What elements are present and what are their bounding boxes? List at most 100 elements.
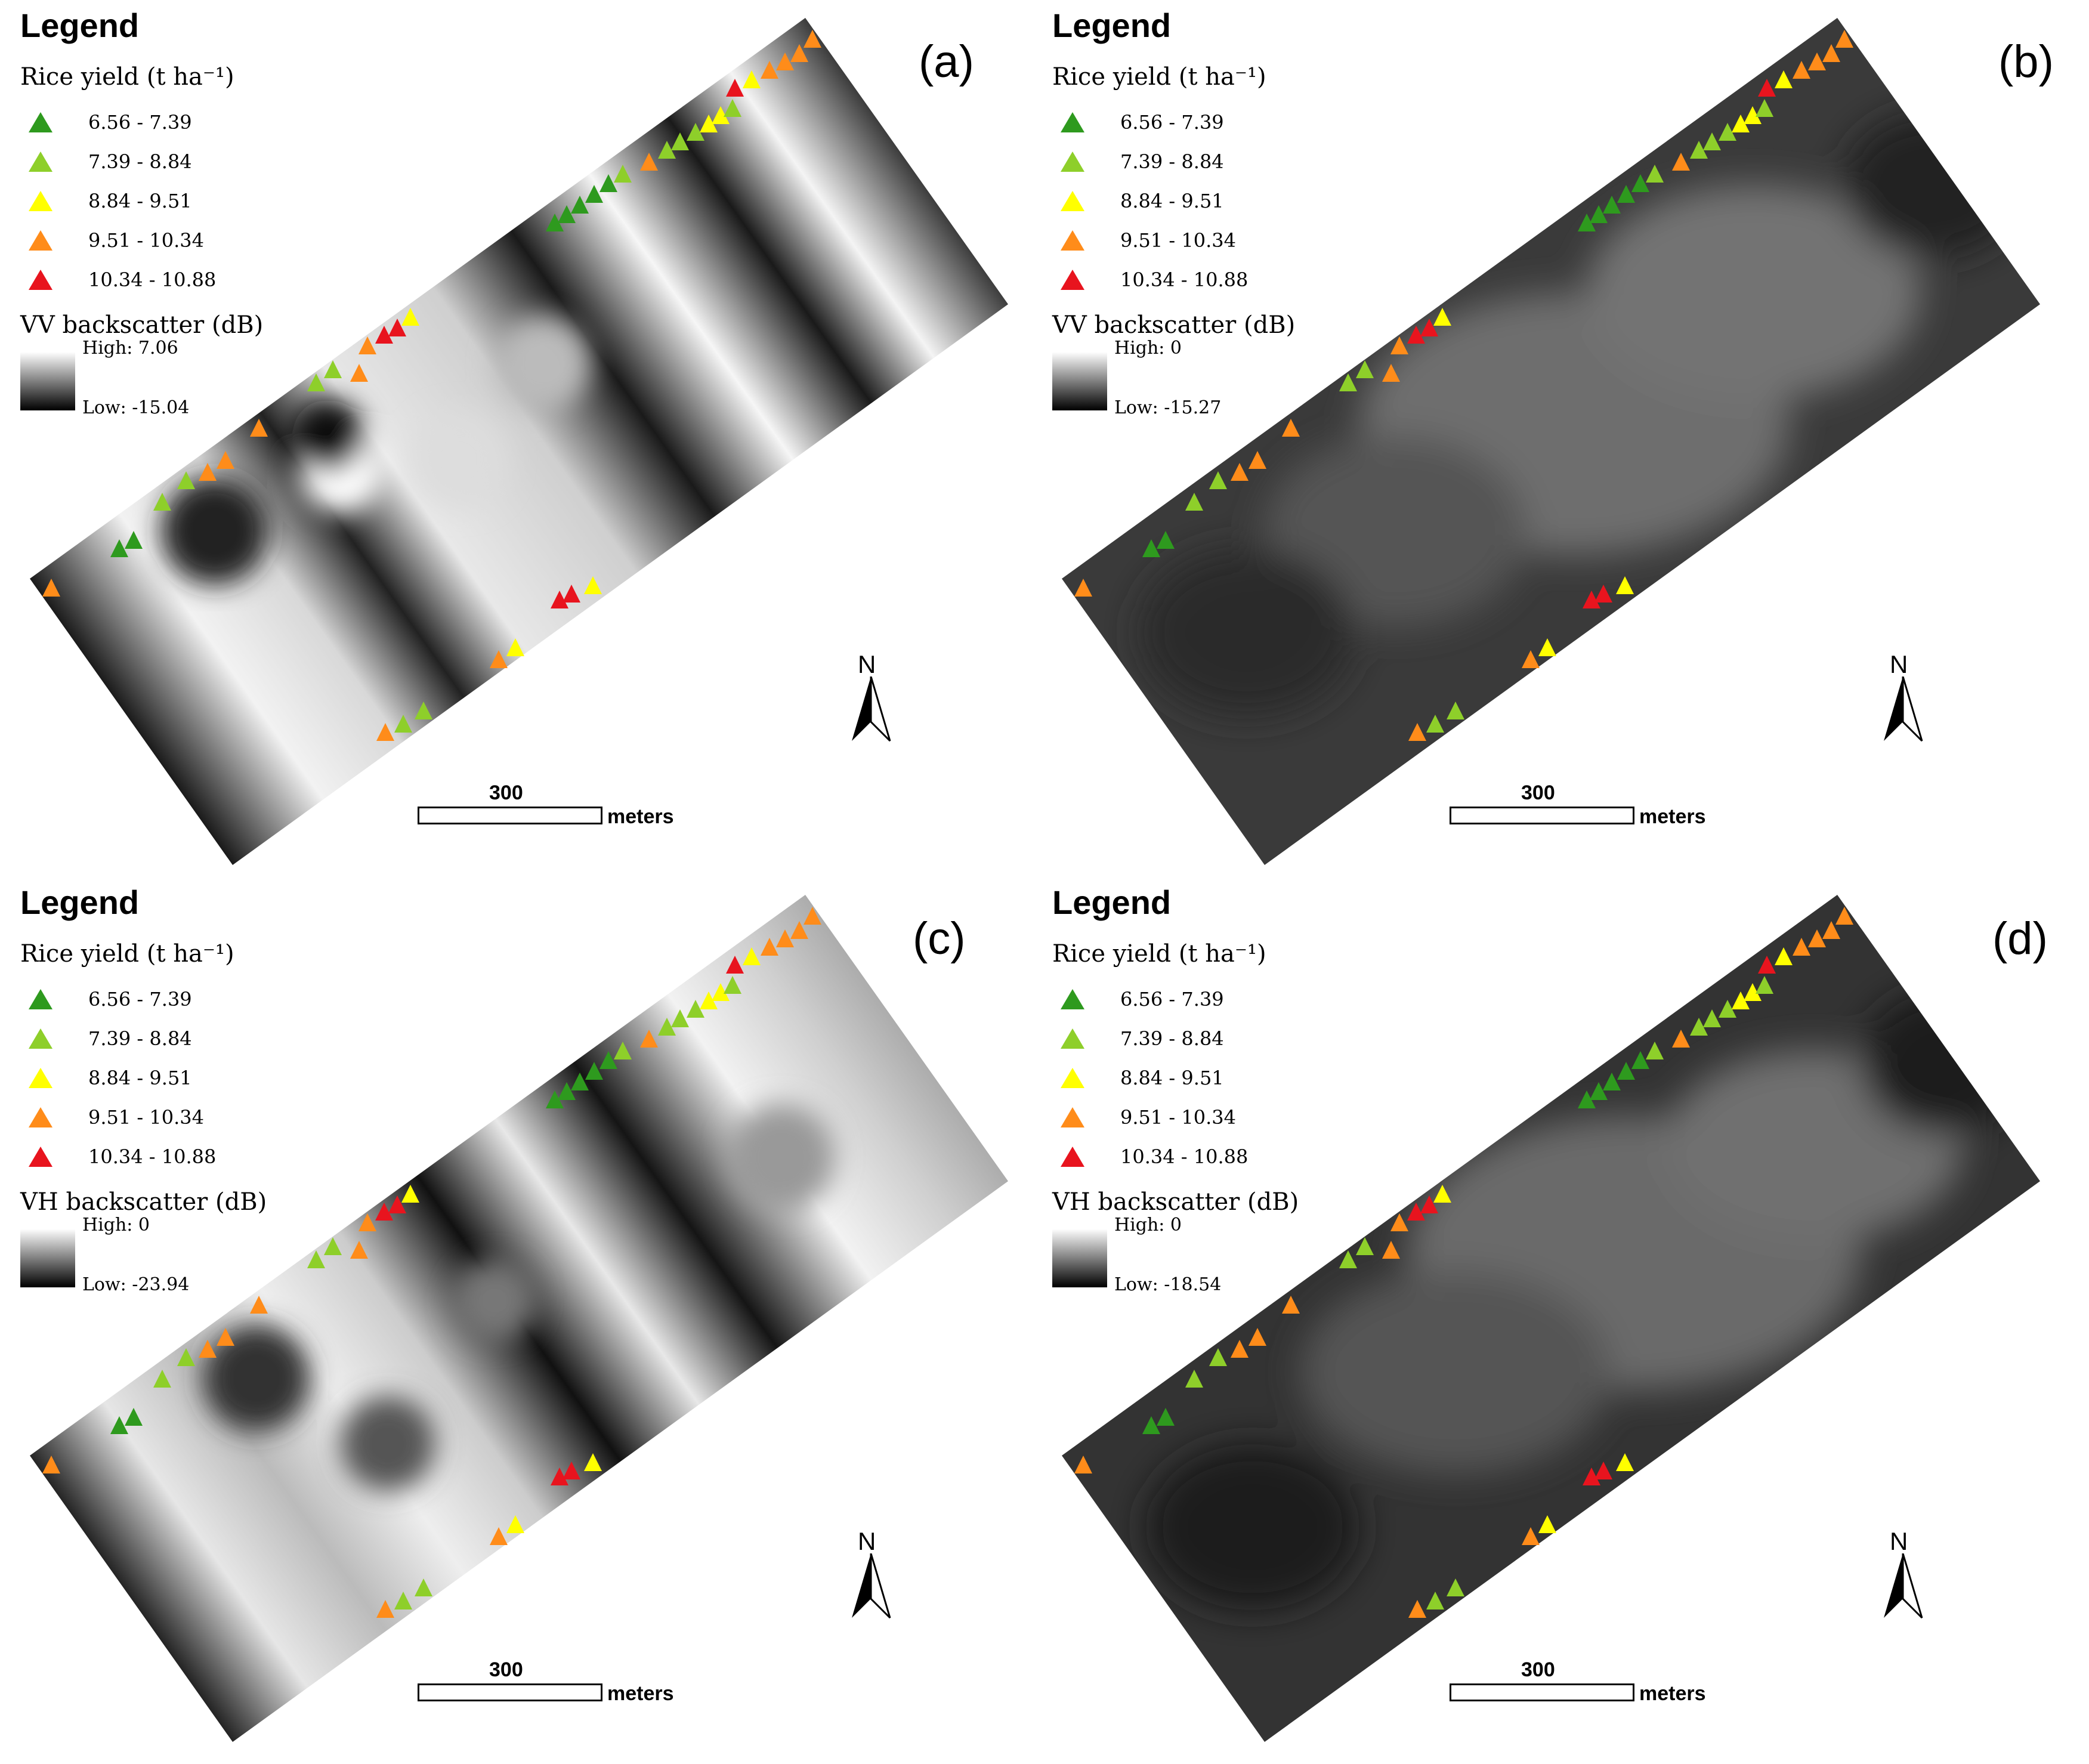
sample-point-marker	[1538, 638, 1556, 656]
triangle-light-green-icon	[1061, 1028, 1084, 1049]
sample-point-marker	[1590, 205, 1608, 223]
sample-point-marker	[1603, 196, 1621, 214]
triangle-green-icon	[29, 112, 52, 132]
sample-point-marker	[394, 715, 412, 733]
yield-heading: Rice yield (t ha⁻¹)	[20, 63, 234, 91]
north-arrow: N	[847, 650, 895, 742]
sample-point-marker	[1744, 983, 1762, 1001]
legend-title: Legend	[1052, 883, 1172, 921]
ramp-low-label: Low: -23.94	[82, 1274, 190, 1295]
north-arrow-icon	[852, 676, 891, 742]
sample-point-marker	[1426, 1592, 1444, 1609]
sample-point-marker	[1590, 1082, 1608, 1100]
sample-point-marker	[1775, 947, 1793, 965]
triangle-yellow-icon	[29, 191, 52, 211]
sample-point-marker	[359, 1213, 376, 1231]
sample-point-marker	[1185, 1370, 1203, 1388]
sample-point-marker	[1390, 1213, 1408, 1231]
sample-point-marker	[790, 921, 808, 939]
sample-point-marker	[1583, 1468, 1600, 1485]
triangle-yellow-icon	[29, 1068, 52, 1088]
sample-point-marker	[42, 1456, 60, 1473]
sample-point-marker	[599, 174, 617, 192]
sample-point-marker	[1231, 1340, 1249, 1358]
sample-point-marker	[1744, 106, 1762, 124]
sample-point-marker	[375, 1203, 393, 1221]
sample-point-marker	[658, 141, 676, 159]
sample-point-marker	[724, 99, 741, 117]
sample-point-marker	[490, 650, 508, 668]
sample-point-marker	[1074, 1456, 1092, 1473]
sample-point-marker	[1426, 715, 1444, 733]
backscatter-color-ramp	[20, 1229, 75, 1287]
legend-title: Legend	[1052, 7, 1172, 44]
triangle-yellow-icon	[1061, 1068, 1084, 1088]
sample-point-marker	[1631, 174, 1649, 192]
backscatter-map-d	[1062, 895, 2040, 1742]
sample-point-marker	[1822, 921, 1840, 939]
sample-point-marker	[1672, 1030, 1690, 1048]
sample-point-marker	[700, 115, 718, 132]
map-panel-a: Legend Rice yield (t ha⁻¹) 6.56 - 7.39 7…	[6, 6, 1032, 877]
triangle-red-icon	[29, 270, 52, 290]
sample-point-marker	[1822, 44, 1840, 62]
sample-point-marker	[506, 638, 524, 656]
sample-point-marker	[599, 1051, 617, 1069]
sample-point-marker	[415, 702, 432, 719]
sample-point-marker	[217, 1328, 234, 1346]
sample-point-marker	[1282, 1296, 1300, 1314]
sample-point-marker	[726, 956, 744, 974]
sample-point-marker	[324, 1237, 342, 1255]
yield-heading: Rice yield (t ha⁻¹)	[1052, 63, 1266, 91]
sample-point-marker	[761, 938, 778, 956]
sample-point-marker	[307, 1250, 325, 1268]
sample-point-marker	[153, 1370, 171, 1388]
ramp-low-label: Low: -18.54	[1114, 1274, 1222, 1295]
sample-point-marker	[1690, 1018, 1708, 1036]
triangle-red-icon	[1061, 270, 1084, 290]
sample-point-marker	[125, 531, 143, 549]
sample-point-marker	[1703, 1009, 1721, 1027]
sample-point-marker	[1583, 591, 1600, 608]
sample-point-marker	[1420, 319, 1438, 336]
sample-point-marker	[1646, 1042, 1664, 1059]
sample-point-marker	[1074, 579, 1092, 597]
sample-point-marker	[42, 579, 60, 597]
triangle-red-icon	[29, 1147, 52, 1167]
triangle-green-icon	[29, 989, 52, 1009]
backscatter-heading: VV backscatter (dB)	[20, 311, 264, 339]
sample-point-marker	[1756, 99, 1773, 117]
sample-point-marker	[790, 44, 808, 62]
sample-point-marker	[640, 1030, 658, 1048]
sample-point-marker	[1356, 1237, 1374, 1255]
sample-point-marker	[1522, 650, 1540, 668]
north-arrow-icon	[1884, 676, 1923, 742]
sample-point-marker	[1835, 30, 1853, 48]
sample-point-marker	[394, 1592, 412, 1609]
sample-point-marker	[375, 326, 393, 344]
sample-point-marker	[1578, 1090, 1596, 1108]
sample-point-marker	[177, 1348, 195, 1366]
triangle-orange-icon	[1061, 1107, 1084, 1127]
backscatter-color-ramp	[20, 352, 75, 410]
sample-point-marker	[776, 52, 794, 70]
yield-heading: Rice yield (t ha⁻¹)	[1052, 940, 1266, 968]
sample-point-marker	[1157, 1408, 1175, 1426]
sample-point-marker	[1793, 938, 1810, 956]
sample-point-marker	[1209, 1348, 1227, 1366]
sample-point-marker	[671, 132, 689, 150]
sample-point-marker	[388, 319, 406, 336]
backscatter-heading: VH backscatter (dB)	[20, 1188, 267, 1216]
triangle-yellow-icon	[1061, 191, 1084, 211]
sample-point-marker	[571, 196, 589, 214]
sample-point-marker	[1282, 419, 1300, 437]
map-panel-c: Legend Rice yield (t ha⁻¹) 6.56 - 7.39 7…	[6, 883, 1032, 1754]
sample-point-marker	[658, 1018, 676, 1036]
sample-point-marker	[490, 1527, 508, 1545]
sample-point-marker	[1249, 451, 1266, 469]
backscatter-color-ramp	[1052, 1229, 1107, 1287]
sample-point-marker	[110, 1416, 128, 1434]
sample-point-marker	[1793, 61, 1810, 79]
triangle-light-green-icon	[29, 152, 52, 172]
triangle-red-icon	[1061, 1147, 1084, 1167]
